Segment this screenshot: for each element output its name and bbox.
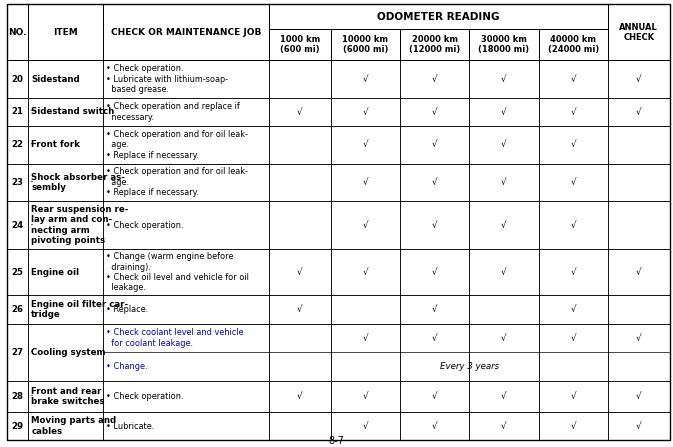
Text: 26: 26 bbox=[11, 305, 24, 314]
Text: 8-7: 8-7 bbox=[328, 436, 345, 446]
Text: • Check operation.: • Check operation. bbox=[106, 220, 183, 230]
Text: √: √ bbox=[363, 392, 368, 401]
Text: • Change.: • Change. bbox=[106, 362, 147, 371]
Text: • Check operation.: • Check operation. bbox=[106, 392, 183, 401]
Text: √: √ bbox=[501, 392, 507, 401]
Text: √: √ bbox=[363, 140, 368, 149]
Text: ·: · bbox=[30, 176, 34, 189]
Text: Front and rear
brake switches: Front and rear brake switches bbox=[31, 387, 105, 406]
Text: • Check operation and for oil leak-
  age.
• Replace if necessary.: • Check operation and for oil leak- age.… bbox=[106, 130, 248, 160]
Text: √: √ bbox=[571, 392, 576, 401]
Text: • Check operation and for oil leak-
  age.
• Replace if necessary.: • Check operation and for oil leak- age.… bbox=[106, 167, 248, 197]
Text: 28: 28 bbox=[11, 392, 24, 401]
Text: 23: 23 bbox=[11, 178, 24, 187]
Text: √: √ bbox=[432, 107, 437, 117]
Text: Engine oil filter car-
tridge: Engine oil filter car- tridge bbox=[31, 300, 129, 319]
Text: NO.: NO. bbox=[8, 28, 26, 37]
Text: • Lubricate.: • Lubricate. bbox=[106, 422, 154, 430]
Text: Engine oil: Engine oil bbox=[31, 268, 79, 277]
Text: √: √ bbox=[363, 75, 368, 84]
Text: ·: · bbox=[30, 139, 34, 152]
Text: √: √ bbox=[432, 75, 437, 84]
Text: √: √ bbox=[363, 220, 368, 230]
Text: 21: 21 bbox=[11, 107, 24, 117]
Text: √: √ bbox=[571, 75, 576, 84]
Text: √: √ bbox=[297, 392, 303, 401]
Text: • Check operation.
• Lubricate with lithium-soap-
  based grease.: • Check operation. • Lubricate with lith… bbox=[106, 64, 228, 94]
Text: 29: 29 bbox=[11, 422, 24, 430]
Text: √: √ bbox=[636, 75, 641, 84]
Text: 25: 25 bbox=[11, 268, 23, 277]
Text: √: √ bbox=[297, 305, 303, 314]
Text: √: √ bbox=[363, 268, 368, 277]
Text: √: √ bbox=[432, 140, 437, 149]
Text: ITEM: ITEM bbox=[53, 28, 78, 37]
Text: √: √ bbox=[636, 268, 641, 277]
Text: √: √ bbox=[363, 178, 368, 187]
Text: 10000 km
(6000 mi): 10000 km (6000 mi) bbox=[343, 35, 388, 55]
Text: ·: · bbox=[30, 390, 34, 403]
Text: • Check operation and replace if
  necessary.: • Check operation and replace if necessa… bbox=[106, 102, 240, 122]
Text: √: √ bbox=[636, 422, 641, 430]
Text: √: √ bbox=[571, 140, 576, 149]
Text: Rear suspension re-
lay arm and con-
necting arm
pivoting points: Rear suspension re- lay arm and con- nec… bbox=[31, 205, 129, 245]
Text: ·: · bbox=[30, 346, 34, 359]
Text: ·: · bbox=[30, 219, 34, 232]
Text: 40000 km
(24000 mi): 40000 km (24000 mi) bbox=[548, 35, 599, 55]
Text: √: √ bbox=[432, 220, 437, 230]
Text: 1000 km
(600 mi): 1000 km (600 mi) bbox=[280, 35, 320, 55]
Text: √: √ bbox=[501, 178, 507, 187]
Text: 30000 km
(18000 mi): 30000 km (18000 mi) bbox=[479, 35, 530, 55]
Text: Front fork: Front fork bbox=[31, 140, 80, 149]
Text: √: √ bbox=[636, 392, 641, 401]
Text: √: √ bbox=[571, 178, 576, 187]
Text: √: √ bbox=[501, 75, 507, 84]
Text: √: √ bbox=[501, 140, 507, 149]
Text: √: √ bbox=[432, 422, 437, 430]
Text: ANNUAL
CHECK: ANNUAL CHECK bbox=[619, 23, 658, 42]
Text: Cooling system: Cooling system bbox=[31, 348, 106, 357]
Text: 24: 24 bbox=[11, 220, 24, 230]
Text: √: √ bbox=[432, 333, 437, 343]
Text: √: √ bbox=[571, 333, 576, 343]
Text: Every 3 years: Every 3 years bbox=[439, 362, 499, 371]
Text: Sidestand switch: Sidestand switch bbox=[31, 107, 114, 117]
Text: √: √ bbox=[297, 107, 303, 117]
Text: √: √ bbox=[571, 268, 576, 277]
Text: Sidestand: Sidestand bbox=[31, 75, 80, 84]
Text: √: √ bbox=[432, 268, 437, 277]
Text: √: √ bbox=[432, 178, 437, 187]
Text: 22: 22 bbox=[11, 140, 24, 149]
Text: ·: · bbox=[30, 105, 34, 118]
Text: √: √ bbox=[636, 333, 641, 343]
Text: CHECK OR MAINTENANCE JOB: CHECK OR MAINTENANCE JOB bbox=[111, 28, 261, 37]
Text: √: √ bbox=[636, 107, 641, 117]
Text: ODOMETER READING: ODOMETER READING bbox=[377, 12, 499, 22]
Text: √: √ bbox=[501, 333, 507, 343]
Text: √: √ bbox=[297, 268, 303, 277]
Text: • Change (warm engine before
  draining).
• Check oil level and vehicle for oil
: • Change (warm engine before draining). … bbox=[106, 252, 249, 292]
Text: √: √ bbox=[432, 305, 437, 314]
Text: 20: 20 bbox=[11, 75, 23, 84]
Text: √: √ bbox=[571, 220, 576, 230]
Text: 27: 27 bbox=[11, 348, 24, 357]
Text: √: √ bbox=[501, 107, 507, 117]
Text: √: √ bbox=[571, 107, 576, 117]
Text: √: √ bbox=[363, 333, 368, 343]
Text: √: √ bbox=[501, 268, 507, 277]
Text: • Replace.: • Replace. bbox=[106, 305, 148, 314]
Text: √: √ bbox=[501, 422, 507, 430]
Text: Moving parts and
cables: Moving parts and cables bbox=[31, 416, 116, 436]
Text: √: √ bbox=[571, 422, 576, 430]
Text: 20000 km
(12000 mi): 20000 km (12000 mi) bbox=[409, 35, 460, 55]
Text: √: √ bbox=[571, 305, 576, 314]
Text: √: √ bbox=[363, 107, 368, 117]
Text: √: √ bbox=[432, 392, 437, 401]
Text: √: √ bbox=[501, 220, 507, 230]
Text: Shock absorber as-
sembly: Shock absorber as- sembly bbox=[31, 173, 125, 192]
Text: √: √ bbox=[363, 422, 368, 430]
Text: • Check coolant level and vehicle
  for coolant leakage.: • Check coolant level and vehicle for co… bbox=[106, 329, 244, 348]
